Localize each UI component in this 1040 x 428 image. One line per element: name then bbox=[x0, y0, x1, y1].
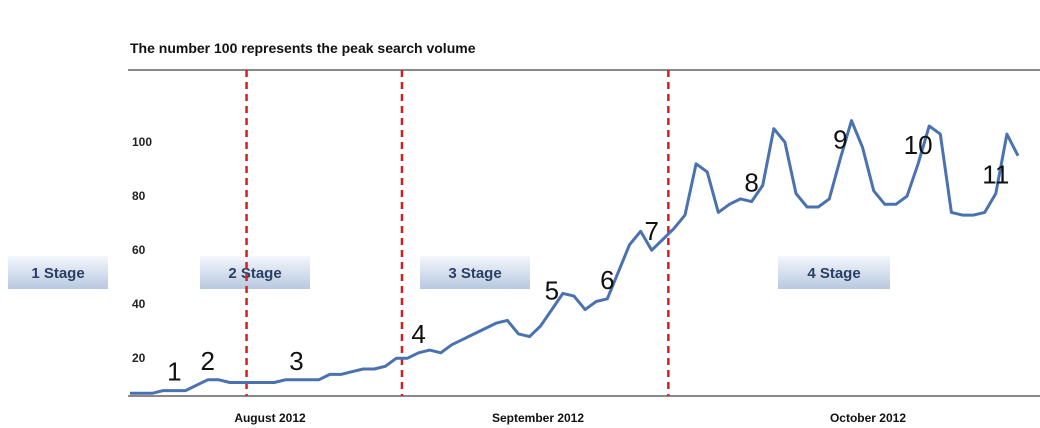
peak-label-9: 9 bbox=[833, 124, 847, 154]
search-volume-line bbox=[130, 119, 1020, 395]
stage-dividers bbox=[245, 70, 670, 396]
stage-1-label: 1 Stage bbox=[31, 265, 84, 282]
peak-label-6: 6 bbox=[600, 265, 614, 295]
x-month-august: August 2012 bbox=[234, 411, 306, 425]
x-month-september: September 2012 bbox=[492, 411, 584, 425]
peak-label-3: 3 bbox=[289, 346, 303, 376]
stage-4-box bbox=[778, 256, 890, 289]
y-tick-80: 80 bbox=[132, 189, 146, 203]
stage-1-box bbox=[8, 256, 108, 289]
x-month-october: October 2012 bbox=[830, 411, 906, 425]
peak-labels: 1 2 3 4 5 67 8 9 10 11 bbox=[167, 124, 1009, 386]
peak-label-4: 4 bbox=[411, 319, 425, 349]
stage-4-label: 4 Stage bbox=[807, 265, 860, 282]
peak-label-5: 5 bbox=[545, 276, 559, 306]
stage-3-label: 3 Stage bbox=[448, 265, 501, 282]
peak-label-8: 8 bbox=[744, 168, 758, 198]
y-tick-20: 20 bbox=[132, 351, 146, 365]
peak-label-1: 1 bbox=[167, 357, 181, 387]
series-line-group bbox=[130, 119, 1020, 395]
stage-2-box bbox=[200, 256, 310, 289]
stage-2-label: 2 Stage bbox=[228, 265, 281, 282]
peak-label-11: 11 bbox=[982, 160, 1009, 190]
chart-title: The number 100 represents the peak searc… bbox=[130, 40, 476, 56]
y-tick-100: 100 bbox=[132, 135, 152, 149]
peak-label-7: 7 bbox=[644, 216, 658, 246]
stage-3-box bbox=[420, 256, 530, 289]
y-tick-40: 40 bbox=[132, 297, 146, 311]
y-tick-60: 60 bbox=[132, 243, 146, 257]
peak-label-10: 10 bbox=[904, 130, 933, 160]
peak-label-2: 2 bbox=[200, 346, 214, 376]
